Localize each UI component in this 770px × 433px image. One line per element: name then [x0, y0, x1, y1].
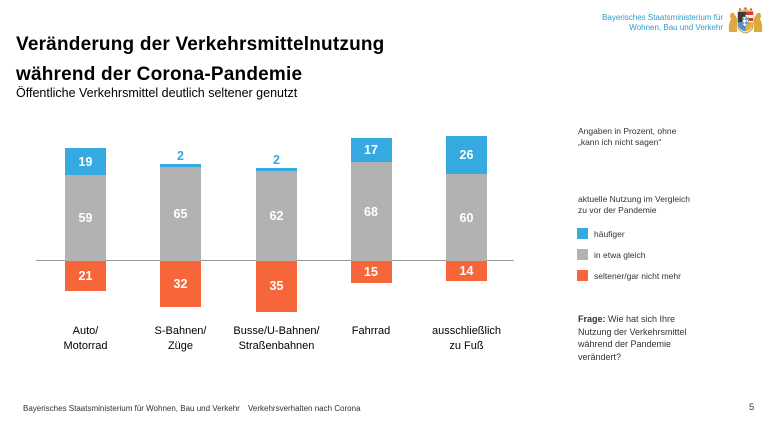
bar-1-seltener-segment: 21 — [65, 261, 106, 292]
legend-label: seltener/gar nicht mehr — [594, 270, 681, 281]
legend-swatch-icon — [577, 249, 588, 260]
bar-2-gleich-segment: 65 — [160, 166, 201, 261]
category-label: ausschließlich zu Fuß — [431, 325, 502, 352]
segment-value-label: 60 — [459, 210, 474, 225]
segment-value-label: 26 — [459, 148, 474, 163]
percent-note: Angaben in Prozent, ohne „kann ich nicht… — [578, 126, 677, 147]
legend-item: in etwa gleich — [577, 249, 747, 260]
segment-value-label: 62 — [269, 209, 284, 224]
legend-title: aktuelle Nutzung im Vergleich zu vor der… — [578, 194, 690, 215]
segment-value-label: 35 — [269, 279, 284, 294]
segment-value-label: 68 — [364, 204, 378, 219]
stacked-bar-chart: 19 59 21 Auto/ Motorrad 2 65 32 S-Bahnen/ Züge 2… — [36, 136, 514, 352]
bar-3-gleich-segment: 62 — [256, 171, 297, 261]
bavaria-coat-of-arms-logo — [728, 7, 763, 34]
legend-label: häufiger — [594, 228, 625, 239]
segment-value-label: 65 — [173, 206, 188, 221]
segment-value-label: 14 — [459, 264, 474, 279]
segment-value-label: 17 — [364, 143, 378, 158]
survey-question-text: Wie hat sich Ihre Nutzung der Verkehrsmi… — [578, 314, 687, 362]
legend-swatch-icon — [577, 270, 588, 281]
bar-3-seltener-segment: 35 — [256, 261, 297, 312]
page-subtitle: Öffentliche Verkehrsmittel deutlich selt… — [16, 86, 298, 100]
footer-report-name: Verkehrsverhalten nach Corona — [248, 404, 361, 413]
category-label: Fahrrad — [351, 325, 391, 337]
legend-item: seltener/gar nicht mehr — [577, 270, 747, 281]
segment-value-label: 59 — [78, 211, 93, 226]
bar-4-seltener-segment: 15 — [350, 261, 392, 283]
bar-5-haeufiger-segment: 26 — [446, 136, 487, 174]
segment-value-label: 19 — [78, 154, 93, 169]
legend-item: häufiger — [577, 228, 747, 239]
legend-swatch-icon — [577, 228, 588, 239]
segment-value-label: 21 — [78, 269, 93, 284]
category-label: S-Bahnen/ Züge — [154, 325, 207, 352]
category-label: Busse/U-Bahnen/ Straßenbahnen — [233, 325, 320, 352]
bar-1-gleich-segment: 59 — [65, 175, 106, 261]
page-title: Veränderung der Verkehrsmittelnutzung wä… — [16, 34, 385, 85]
bar-1-haeufiger-segment: 19 — [65, 147, 106, 176]
page-number: 5 — [749, 402, 755, 413]
bar-3-haeufiger-segment — [256, 168, 297, 172]
bar-2-haeufiger-segment — [160, 163, 201, 167]
survey-question: Frage: Wie hat sich Ihre Nutzung der Ver… — [578, 313, 700, 363]
bar-4-haeufiger-segment: 17 — [350, 137, 392, 163]
segment-value-label: 32 — [173, 277, 188, 292]
footer-ministry-name: Bayerisches Staatsministerium für Wohnen… — [23, 404, 240, 413]
bar-5-seltener-segment: 14 — [446, 261, 487, 282]
bar-4-gleich-segment: 68 — [350, 162, 392, 261]
chart-legend: häufiger in etwa gleich seltener/gar nicht… — [577, 228, 747, 291]
legend-label: in etwa gleich — [594, 249, 646, 260]
category-label: Auto/ Motorrad — [63, 325, 108, 352]
segment-value-label-outside: 2 — [177, 148, 184, 163]
segment-value-label-outside: 2 — [273, 153, 280, 168]
ministry-wordmark: Bayerisches Staatsministerium für Wohnen… — [602, 13, 723, 32]
bar-2-seltener-segment: 32 — [160, 261, 201, 308]
segment-value-label: 15 — [364, 264, 378, 279]
survey-question-prefix: Frage: — [578, 314, 606, 324]
bar-5-gleich-segment: 60 — [446, 174, 487, 261]
